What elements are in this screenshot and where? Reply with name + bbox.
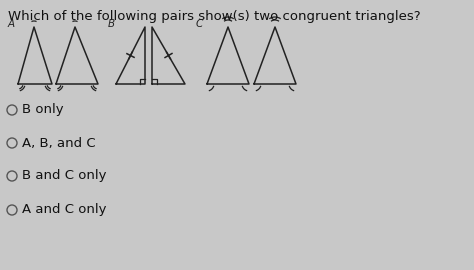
- Text: C: C: [196, 19, 203, 29]
- Text: B: B: [108, 19, 115, 29]
- Text: A: A: [8, 19, 15, 29]
- Text: A, B, and C: A, B, and C: [22, 137, 96, 150]
- Text: B and C only: B and C only: [22, 170, 107, 183]
- Text: B only: B only: [22, 103, 64, 116]
- Text: A and C only: A and C only: [22, 204, 107, 217]
- Text: Which of the following pairs show(s) two congruent triangles?: Which of the following pairs show(s) two…: [8, 10, 420, 23]
